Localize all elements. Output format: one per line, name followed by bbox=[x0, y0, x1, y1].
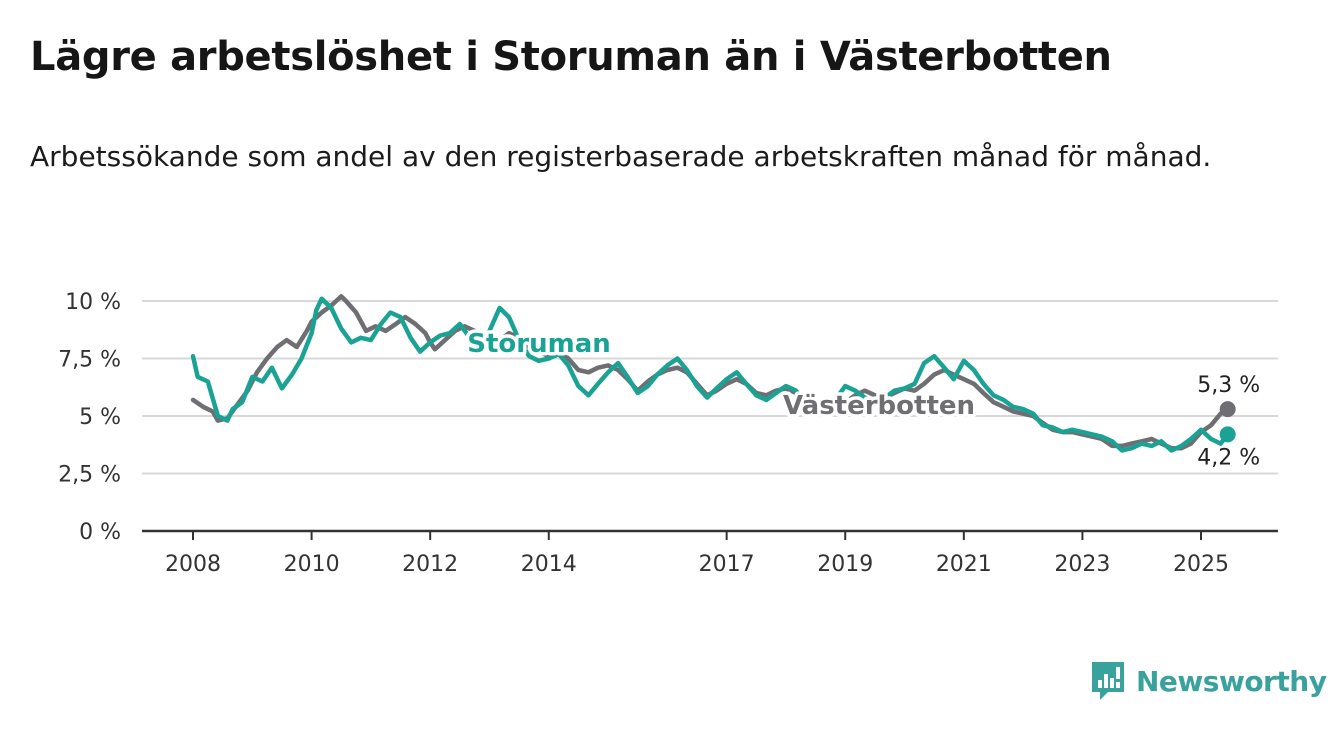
end-value-label: 4,2 % bbox=[1197, 445, 1260, 470]
y-axis-ticks: 0 % 2,5 % 5 % 7,5 % 10 % bbox=[58, 290, 121, 545]
x-tick-label: 2014 bbox=[521, 552, 577, 577]
x-tick-label: 2023 bbox=[1054, 552, 1110, 577]
series-line-vasterbotten bbox=[190, 294, 1230, 451]
chart-subtitle: Arbetssökande som andel av den registerb… bbox=[30, 140, 1212, 173]
x-tick-label: 2021 bbox=[936, 552, 992, 577]
series-name-label: Västerbotten bbox=[783, 391, 975, 421]
y-tick-label: 7,5 % bbox=[58, 348, 121, 373]
end-point-marker bbox=[1219, 426, 1236, 443]
series-line-storuman bbox=[190, 296, 1230, 453]
newsworthy-logo: Newsworthy bbox=[1090, 660, 1327, 702]
x-tick-label: 2008 bbox=[165, 552, 221, 577]
x-tick-label: 2012 bbox=[402, 552, 458, 577]
x-tick-label: 2017 bbox=[699, 552, 755, 577]
chart-title: Lägre arbetslöshet i Storuman än i Väste… bbox=[30, 34, 1112, 80]
bar-chart-icon bbox=[1092, 662, 1124, 700]
end-value-label: 5,3 % bbox=[1197, 373, 1260, 398]
x-tick-label: 2025 bbox=[1173, 552, 1229, 577]
x-tick-label: 2010 bbox=[284, 552, 340, 577]
y-tick-label: 5 % bbox=[79, 405, 121, 430]
y-tick-label: 2,5 % bbox=[58, 463, 121, 488]
grid-lines bbox=[142, 300, 1278, 475]
x-axis-ticks: 2008 2010 2012 2014 2017 2019 2021 2023 2025 bbox=[165, 531, 1229, 577]
y-tick-label: 10 % bbox=[65, 290, 121, 315]
x-tick-label: 2019 bbox=[817, 552, 873, 577]
series-lines bbox=[190, 294, 1236, 453]
y-tick-label: 0 % bbox=[79, 520, 121, 545]
series-name-label: Storuman bbox=[467, 329, 611, 359]
series-labels: 5,3 % 4,2 % Storuman Västerbotten bbox=[464, 326, 1260, 471]
brand-name: Newsworthy bbox=[1136, 664, 1327, 698]
end-point-marker bbox=[1219, 401, 1236, 418]
